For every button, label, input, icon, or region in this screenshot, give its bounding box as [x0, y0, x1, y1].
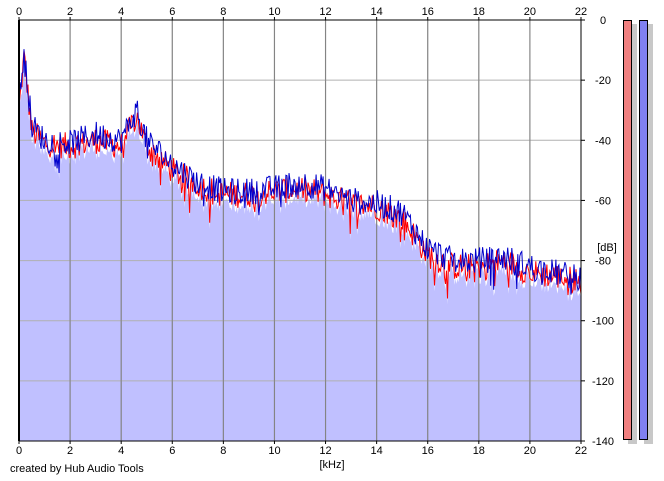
y-tick-label: -140: [592, 436, 614, 448]
x-tick-label-bottom: 18: [473, 445, 485, 457]
y-axis-label: [dB]: [597, 242, 617, 254]
x-tick-label-top: 14: [371, 6, 383, 18]
x-tick-label-top: 22: [575, 6, 587, 18]
x-tick-label-top: 2: [67, 6, 73, 18]
x-tick-label-bottom: 20: [524, 445, 536, 457]
y-tick-label: -80: [595, 256, 611, 268]
y-tick-label: -120: [592, 376, 614, 388]
x-tick-label-bottom: 4: [118, 445, 124, 457]
x-tick-label-top: 4: [118, 6, 124, 18]
x-tick-label-bottom: 6: [169, 445, 175, 457]
level-meter-left: [623, 20, 632, 440]
x-tick-label-top: 6: [169, 6, 175, 18]
level-meter-right: [639, 20, 648, 440]
x-tick-label-top: 12: [319, 6, 331, 18]
credit-text: created by Hub Audio Tools: [10, 463, 144, 475]
y-tick-label: -20: [595, 75, 611, 87]
x-tick-label-bottom: 10: [268, 445, 280, 457]
spectrum-series-1: [18, 49, 582, 295]
y-tick-label: -60: [595, 195, 611, 207]
x-tick-label-bottom: 12: [319, 445, 331, 457]
x-tick-label-bottom: 16: [422, 445, 434, 457]
x-tick-label-top: 18: [473, 6, 485, 18]
x-tick-label-bottom: 14: [371, 445, 383, 457]
x-tick-label-top: 20: [524, 6, 536, 18]
x-tick-label-bottom: 8: [220, 445, 226, 457]
meter-right-shadow: [644, 24, 653, 444]
y-tick-label: 0: [600, 15, 606, 27]
x-tick-label-bottom: 2: [67, 445, 73, 457]
y-tick-label: -100: [592, 316, 614, 328]
x-tick-label-bottom: 22: [575, 445, 587, 457]
x-tick-label-top: 16: [422, 6, 434, 18]
spectrum-fill: [19, 56, 581, 441]
x-axis-label: [kHz]: [319, 459, 344, 471]
x-tick-label-bottom: 0: [16, 445, 22, 457]
x-tick-label-top: 8: [220, 6, 226, 18]
x-tick-label-top: 10: [268, 6, 280, 18]
meter-left-shadow: [628, 24, 637, 444]
x-tick-label-top: 0: [16, 6, 22, 18]
y-tick-label: -40: [595, 135, 611, 147]
